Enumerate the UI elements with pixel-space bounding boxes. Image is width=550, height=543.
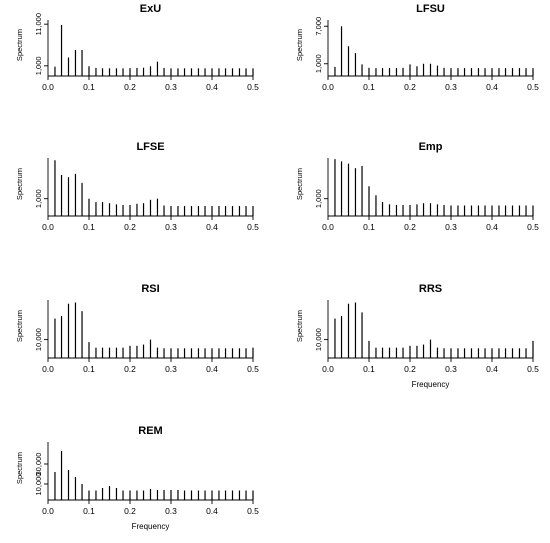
x-tick-label: 0.2 [404, 364, 416, 374]
x-tick-label: 0.0 [42, 364, 54, 374]
x-tick-label: 0.0 [322, 222, 334, 232]
x-tick-label: 0.2 [124, 222, 136, 232]
panel-title: RSI [141, 283, 159, 295]
x-tick-label: 0.2 [404, 222, 416, 232]
x-tick-label: 0.1 [363, 82, 375, 92]
panel-title: Emp [419, 141, 443, 153]
x-tick-label: 0.2 [404, 82, 416, 92]
y-tick-label: 10,000 [314, 328, 323, 351]
x-tick-label: 0.3 [165, 82, 177, 92]
x-tick-label: 0.0 [42, 222, 54, 232]
y-tick-label: 10,000 [34, 328, 43, 351]
x-tick-label: 0.1 [83, 506, 95, 516]
panel-title: LFSU [416, 3, 445, 15]
x-tick-label: 0.0 [322, 364, 334, 374]
x-tick-label: 0.0 [42, 506, 54, 516]
x-tick-label: 0.3 [445, 222, 457, 232]
y-tick-label: 1,000 [314, 189, 323, 208]
x-tick-label: 0.3 [165, 222, 177, 232]
panel-rrs: RRS 0.0 0.1 0.2 0.3 0.4 0.5 10,000 Spectrum Frequ… [295, 283, 539, 389]
x-tick-label: 0.2 [124, 364, 136, 374]
panel-emp: Emp 0.0 0.1 0.2 0.3 0.4 0.5 1,000 Spectrum [295, 141, 539, 232]
x-tick-label: 0.4 [486, 82, 498, 92]
panel-lfse: LFSE 0.0 0.1 0.2 0.3 0.4 0.5 1,000 Spectrum [15, 141, 259, 232]
x-tick-label: 0.1 [83, 222, 95, 232]
x-tick-label: 0.1 [83, 364, 95, 374]
x-tick-label: 0.4 [486, 364, 498, 374]
x-tick-label: 0.4 [206, 222, 218, 232]
y-axis-label: Spectrum [295, 29, 304, 61]
x-tick-label: 0.4 [486, 222, 498, 232]
x-axis-label: Frequency [132, 522, 170, 531]
x-tick-label: 0.3 [445, 364, 457, 374]
x-tick-label: 0.5 [527, 364, 539, 374]
x-tick-label: 0.5 [247, 506, 259, 516]
y-axis-label: Spectrum [15, 168, 24, 200]
x-tick-label: 0.5 [247, 222, 259, 232]
panel-lfsu: LFSU 0.0 0.1 0.2 0.3 0.4 0.5 1,000 7,000 Spectrum [295, 3, 539, 92]
x-tick-label: 0.3 [445, 82, 457, 92]
panel-title: REM [138, 425, 162, 437]
x-tick-label: 0.1 [363, 222, 375, 232]
x-tick-label: 0.5 [247, 82, 259, 92]
y-tick-label: 30,000 [34, 453, 43, 476]
x-tick-label: 0.4 [206, 364, 218, 374]
panel-title: RRS [419, 283, 442, 295]
y-tick-label: 1,000 [314, 54, 323, 73]
x-tick-label: 0.1 [83, 82, 95, 92]
x-tick-label: 0.4 [206, 82, 218, 92]
y-tick-label: 7,000 [314, 17, 323, 36]
x-tick-label: 0.3 [165, 506, 177, 516]
y-tick-label: 1,000 [34, 56, 43, 75]
y-axis-label: Spectrum [15, 310, 24, 342]
x-tick-label: 0.4 [206, 506, 218, 516]
panel-title: LFSE [136, 141, 164, 153]
x-tick-label: 0.1 [363, 364, 375, 374]
y-axis-label: Spectrum [15, 452, 24, 484]
x-tick-label: 0.3 [165, 364, 177, 374]
panel-exu: ExU 0.0 0.1 0.2 0.3 0.4 0.5 1,000 11,000 Spectrum [15, 3, 259, 92]
panel-title: ExU [140, 3, 161, 15]
y-tick-label: 1,000 [34, 189, 43, 208]
x-tick-label: 0.2 [124, 506, 136, 516]
y-axis-label: Spectrum [15, 29, 24, 61]
y-axis-label: Spectrum [295, 168, 304, 200]
x-tick-label: 0.5 [247, 364, 259, 374]
x-axis-label: Frequency [412, 380, 450, 389]
x-tick-label: 0.2 [124, 82, 136, 92]
x-tick-label: 0.0 [42, 82, 54, 92]
y-axis-label: Spectrum [295, 310, 304, 342]
y-tick-label: 11,000 [34, 13, 43, 35]
x-tick-label: 0.0 [322, 82, 334, 92]
x-tick-label: 0.5 [527, 82, 539, 92]
panel-rsi: RSI 0.0 0.1 0.2 0.3 0.4 0.5 10,000 Spectrum [15, 283, 259, 374]
x-tick-label: 0.5 [527, 222, 539, 232]
y-tick-label: 10,000 [34, 473, 43, 496]
